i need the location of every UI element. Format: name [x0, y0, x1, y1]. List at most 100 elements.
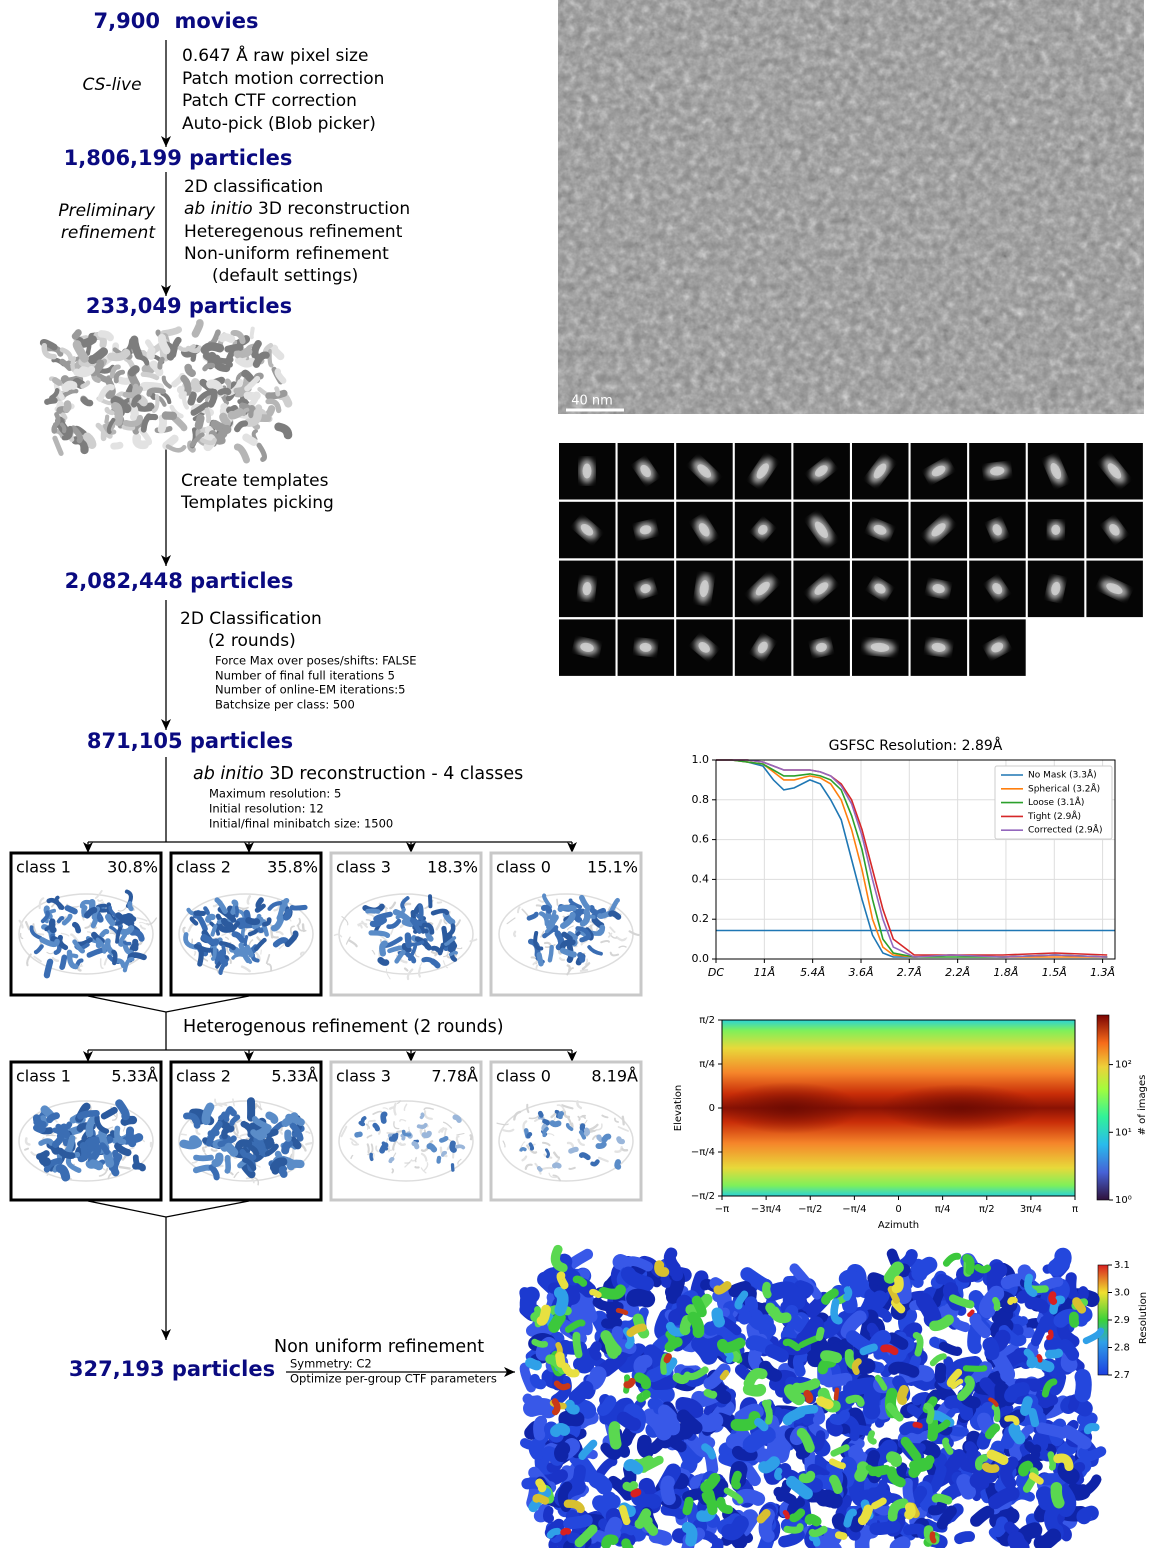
- density-tube: [125, 1120, 133, 1122]
- density-tube: [293, 1140, 298, 1146]
- density-tube: [542, 1310, 547, 1321]
- colorbar: [1097, 1015, 1109, 1200]
- density-tube: [246, 438, 254, 443]
- density-tube: [770, 1308, 777, 1317]
- density-tube: [1032, 1476, 1040, 1481]
- density-tube: [199, 418, 201, 425]
- density-tube: [1085, 1479, 1097, 1492]
- density-tube: [1034, 1455, 1038, 1467]
- density-tube: [847, 1290, 849, 1297]
- density-tube: [699, 1344, 709, 1356]
- legend-label: Loose (3.1Å): [1028, 796, 1084, 808]
- density-tube: [202, 440, 214, 443]
- density-tube: [797, 1383, 815, 1388]
- density-tube: [143, 374, 157, 377]
- density-tube: [749, 1389, 761, 1391]
- density-tube: [915, 1425, 920, 1426]
- density-tube: [617, 1162, 618, 1167]
- density-tube: [571, 1149, 576, 1151]
- density-tube: [715, 1486, 721, 1494]
- colorbar-tick-label: 10²: [1115, 1060, 1132, 1071]
- density-tube: [1044, 1495, 1046, 1502]
- density-tube: [992, 1455, 1004, 1461]
- density-tube: [1025, 1401, 1028, 1411]
- stage-count: 1,806,199 particles: [64, 146, 293, 170]
- density-tube: [181, 1134, 187, 1135]
- step-text: (2 rounds): [208, 631, 296, 651]
- class-name: class 2: [176, 858, 231, 877]
- density-tube: [363, 1118, 365, 1120]
- parameter-text: Force Max over poses/shifts: FALSE: [215, 654, 417, 668]
- density-tube: [164, 330, 179, 334]
- density-tube: [967, 1400, 975, 1403]
- density-tube: [609, 1342, 614, 1354]
- step-text: Auto-pick (Blob picker): [182, 114, 376, 134]
- density-tube: [581, 970, 587, 971]
- density-tube: [544, 908, 549, 911]
- density-tube: [838, 1519, 844, 1531]
- density-tube: [108, 1154, 110, 1163]
- density-tube: [604, 1137, 608, 1140]
- density-tube: [995, 1494, 1012, 1503]
- density-tube: [62, 350, 70, 359]
- density-tube: [785, 1513, 787, 1517]
- density-tube: [654, 1440, 663, 1449]
- density-tube: [419, 968, 420, 977]
- density-tube: [995, 1407, 998, 1419]
- density-tube: [757, 1447, 777, 1456]
- density-tube: [1042, 1428, 1063, 1433]
- legend-label: Spherical (3.2Å): [1028, 782, 1100, 794]
- density-tube: [955, 1322, 965, 1328]
- class-value: 15.1%: [587, 858, 638, 877]
- density-tube: [564, 1531, 568, 1532]
- density-tube: [817, 1410, 820, 1420]
- density-tube: [667, 1482, 669, 1498]
- density-tube: [382, 1145, 385, 1151]
- density-tube: [627, 1485, 634, 1487]
- density-tube: [227, 1158, 228, 1171]
- density-tube: [667, 1357, 669, 1360]
- step-text: 0.647 Å raw pixel size: [182, 44, 368, 66]
- density-tube: [361, 1123, 363, 1124]
- density-tube: [656, 1382, 671, 1384]
- density-tube: [570, 1405, 575, 1410]
- x-tick-label: 11Å: [754, 966, 776, 979]
- stage-label: Preliminary: [58, 201, 156, 221]
- density-tube: [382, 944, 384, 954]
- density-tube: [539, 1168, 541, 1170]
- density-tube: [871, 1393, 873, 1412]
- density-tube: [550, 1531, 558, 1535]
- density-tube: [357, 1134, 360, 1135]
- density-tube: [134, 409, 135, 417]
- density-tube: [45, 1110, 51, 1116]
- density-tube: [536, 1446, 538, 1453]
- colorbar-tick-label: 3.1: [1114, 1260, 1130, 1271]
- local-resolution-map: [525, 1250, 1102, 1548]
- density-tube: [274, 349, 280, 357]
- density-tube: [836, 1390, 837, 1398]
- density-tube: [749, 1373, 762, 1383]
- density-tube: [405, 969, 407, 971]
- density-tube: [812, 1530, 824, 1534]
- density-tube: [1024, 1530, 1035, 1539]
- density-tube: [751, 1435, 767, 1445]
- density-tube: [640, 1361, 646, 1367]
- density-tube: [1083, 1419, 1092, 1422]
- density-tube: [292, 907, 305, 908]
- colorbar-tick-label: 10¹: [1115, 1127, 1132, 1138]
- density-tube: [561, 1449, 563, 1455]
- density-tube: [80, 340, 93, 344]
- density-tube: [1031, 1303, 1043, 1307]
- consensus-map: [43, 323, 288, 460]
- density-tube: [440, 945, 443, 953]
- density-tube: [238, 352, 248, 354]
- plain-text: 3D reconstruction - 4 classes: [264, 764, 524, 784]
- stage-count: 327,193 particles: [69, 1357, 275, 1381]
- density-tube: [828, 1536, 836, 1546]
- density-tube: [706, 1478, 715, 1487]
- density-tube: [528, 1295, 531, 1308]
- density-tube: [114, 445, 120, 446]
- density-tube: [863, 1509, 869, 1520]
- density-tube: [604, 1290, 621, 1294]
- y-tick-label: 1.0: [692, 753, 710, 766]
